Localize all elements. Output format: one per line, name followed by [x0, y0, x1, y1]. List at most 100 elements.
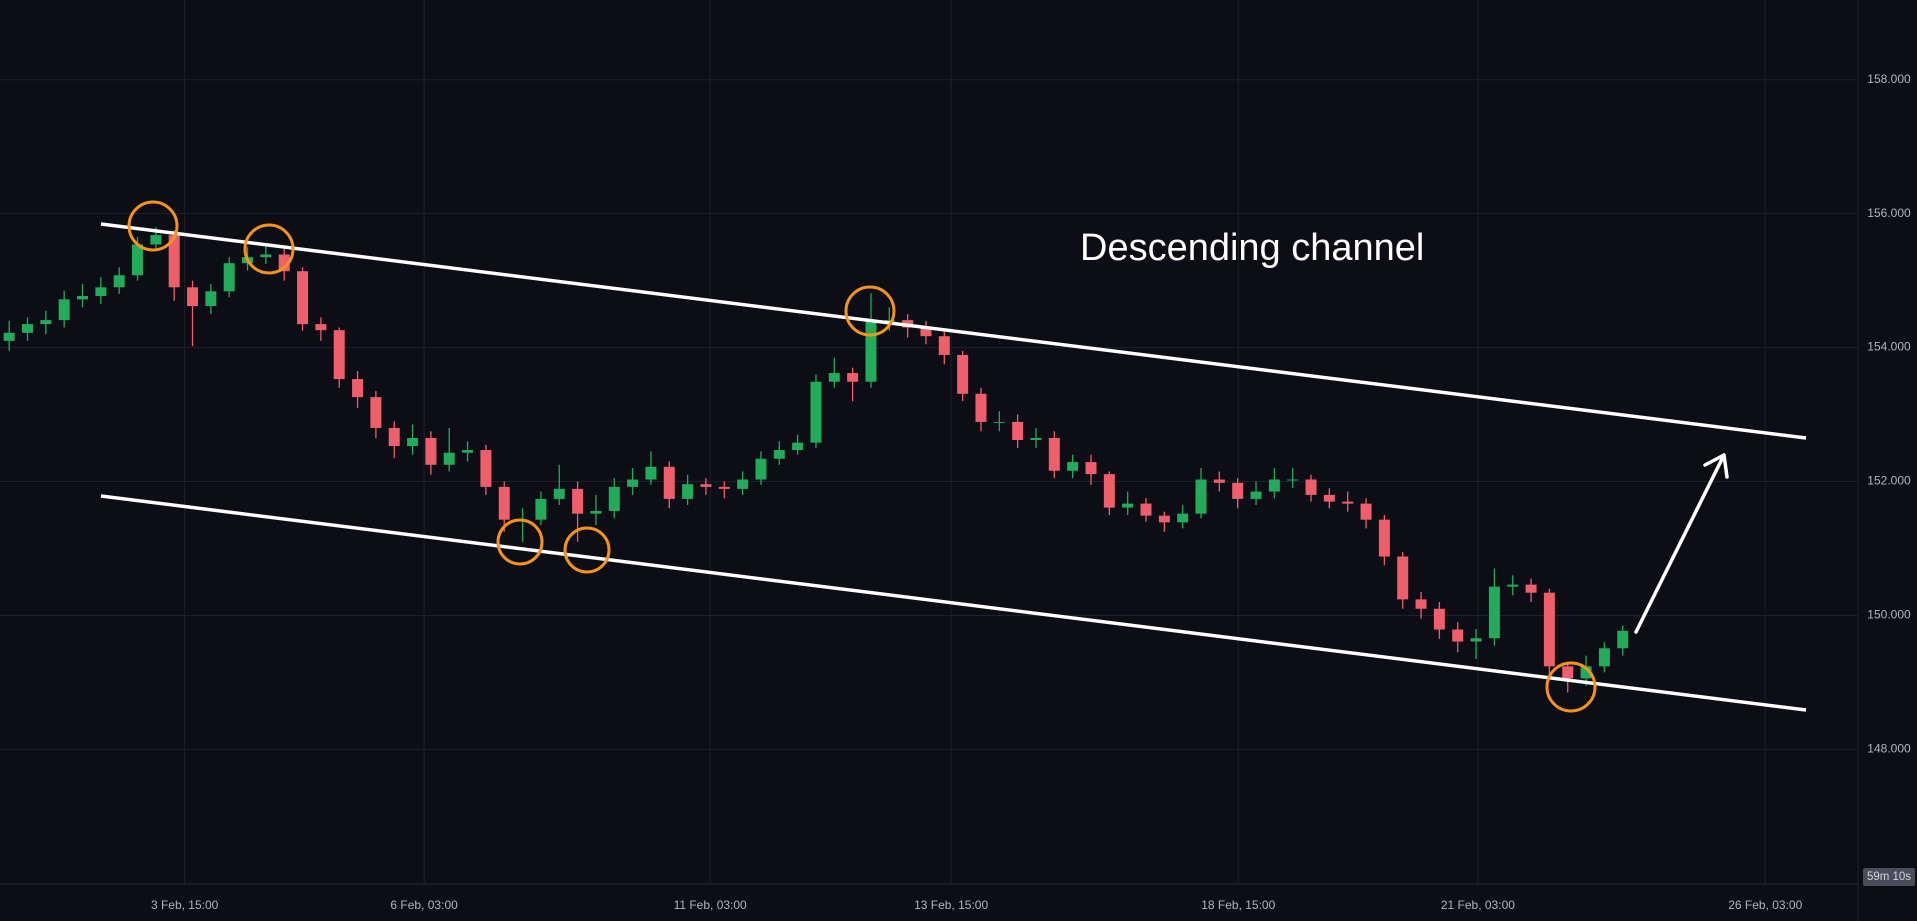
candle-body: [1598, 648, 1610, 667]
candle-body: [77, 296, 89, 300]
candle-body: [352, 379, 364, 398]
candle-body: [315, 324, 327, 331]
candle-body: [425, 437, 437, 465]
candle-body: [297, 271, 309, 325]
grid: [0, 0, 1858, 884]
y-tick-label: 154.000: [1867, 340, 1911, 354]
countdown: 59m 10s: [1867, 871, 1911, 883]
candle-body: [700, 484, 712, 487]
candle-body: [370, 397, 382, 428]
candle-body: [132, 244, 144, 276]
candle-body: [718, 486, 730, 489]
candle-body: [1580, 666, 1592, 679]
x-tick-label: 26 Feb, 03:00: [1728, 898, 1802, 912]
candle-body: [1012, 421, 1024, 440]
candle-body: [1177, 513, 1189, 523]
candle-body: [260, 254, 272, 258]
candle-body: [1525, 584, 1537, 593]
candle-body: [407, 437, 419, 447]
y-tick-label: 150.000: [1867, 608, 1911, 622]
candle-body: [278, 254, 290, 272]
candle-body: [627, 479, 639, 487]
touch-circle: [127, 200, 179, 252]
arrow: [1634, 453, 1729, 634]
candle-body: [150, 235, 162, 245]
touch-circle: [563, 526, 611, 574]
candle-body: [333, 330, 345, 380]
x-tick-label: 11 Feb, 03:00: [674, 898, 747, 912]
candle-body: [608, 486, 620, 511]
candle-body: [535, 498, 547, 520]
candle-body: [1232, 482, 1244, 499]
candle-body: [1048, 437, 1060, 471]
candle-body: [993, 421, 1005, 423]
candle-body: [1452, 629, 1464, 642]
candle-body: [1250, 491, 1262, 499]
candle-body: [1342, 501, 1354, 504]
y-tick-label: 148.000: [1867, 742, 1911, 756]
candle-body: [1397, 556, 1409, 600]
candle-body: [1415, 599, 1427, 609]
x-tick-label: 21 Feb, 03:00: [1441, 898, 1515, 912]
candle-body: [553, 488, 565, 499]
candle-body: [1305, 479, 1317, 495]
y-tick-label: 158.000: [1867, 72, 1911, 86]
candle-body: [1433, 608, 1445, 630]
candle-body: [58, 299, 70, 321]
countdown-badge: [1863, 868, 1915, 886]
candle-body: [22, 324, 34, 333]
candle-body: [810, 381, 822, 443]
candle-body: [1562, 666, 1574, 679]
candle-body: [755, 458, 767, 480]
candle-body: [1213, 479, 1225, 483]
axes: 148.000 150.000 152.000 154.000 156.000 158.0…: [151, 72, 1911, 912]
candle-body: [1122, 503, 1134, 508]
candle-body: [1030, 437, 1042, 440]
candle-body: [1543, 592, 1555, 667]
touch-circle: [1545, 661, 1597, 713]
candle-body: [737, 479, 749, 489]
x-tick-label: 6 Feb, 03:00: [390, 898, 458, 912]
candle-body: [663, 466, 675, 499]
candle-body: [938, 336, 950, 355]
candle-body: [1378, 519, 1390, 557]
candle-body: [95, 287, 107, 297]
candle-body: [828, 373, 840, 382]
touch-circle: [496, 518, 544, 566]
y-tick-label: 152.000: [1867, 474, 1911, 488]
candle-body: [187, 287, 199, 307]
candle-body: [957, 354, 969, 394]
candles: [3, 227, 1629, 693]
candle-body: [1617, 630, 1629, 649]
candle-body: [1103, 474, 1115, 508]
channel-lower: [100, 494, 1807, 712]
candle-body: [1067, 462, 1079, 471]
candle-body: [3, 332, 15, 341]
candle-body: [1488, 586, 1500, 639]
candle-body: [168, 235, 180, 288]
candle-body: [1085, 462, 1097, 475]
candle-body: [1158, 515, 1170, 523]
drawings: Descending channel: [100, 200, 1807, 713]
candle-body: [847, 373, 859, 382]
candle-body: [1323, 494, 1335, 502]
candle-body: [572, 488, 584, 514]
candle-body: [1268, 479, 1280, 492]
candle-body: [590, 510, 602, 514]
candle-body: [920, 327, 932, 337]
candle-body: [645, 466, 657, 480]
x-tick-label: 13 Feb, 15:00: [914, 898, 988, 912]
candle-body: [792, 442, 804, 451]
y-tick-label: 156.000: [1867, 206, 1911, 220]
touch-circle: [844, 285, 896, 337]
candle-body: [975, 393, 987, 422]
candle-body: [113, 275, 125, 288]
candle-body: [865, 320, 877, 382]
candle-body: [883, 320, 895, 322]
channel-upper: [100, 222, 1807, 440]
candle-body: [1287, 479, 1299, 481]
candle-body: [40, 320, 52, 325]
touch-circle: [243, 223, 295, 275]
